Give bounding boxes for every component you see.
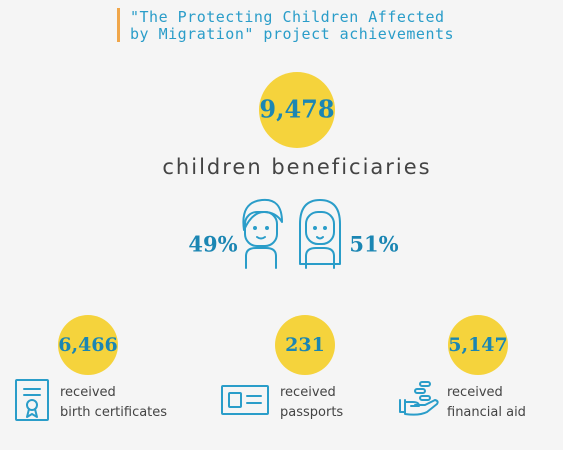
boys-share: 49% <box>188 232 237 257</box>
financial-aid-icon <box>399 381 439 416</box>
stat-label: received <box>280 385 336 400</box>
stat-label: passports <box>280 405 343 420</box>
boy-icon <box>242 198 283 269</box>
stat-label: received <box>60 385 116 400</box>
stat-value: 6,466 <box>58 334 118 356</box>
stat-label: birth certificates <box>60 405 167 420</box>
stat-circle <box>58 315 118 375</box>
title-line: "The Protecting Children Affected <box>130 8 445 26</box>
stat-label: received <box>447 385 503 400</box>
stat-value: 231 <box>285 334 325 356</box>
girl-icon <box>299 199 341 269</box>
stat-value: 5,147 <box>448 334 508 356</box>
certificate-icon <box>15 379 49 421</box>
title-accent <box>117 8 120 42</box>
total-value: 9,478 <box>259 95 334 124</box>
stat-circle <box>275 315 335 375</box>
total-circle <box>259 72 335 148</box>
title-line: by Migration" project achievements <box>130 25 454 43</box>
stat-label: financial aid <box>447 405 526 420</box>
stat-circle <box>448 315 508 375</box>
passport-icon <box>221 385 269 415</box>
girls-share: 51% <box>349 232 398 257</box>
total-label: children beneficiaries <box>162 155 431 179</box>
